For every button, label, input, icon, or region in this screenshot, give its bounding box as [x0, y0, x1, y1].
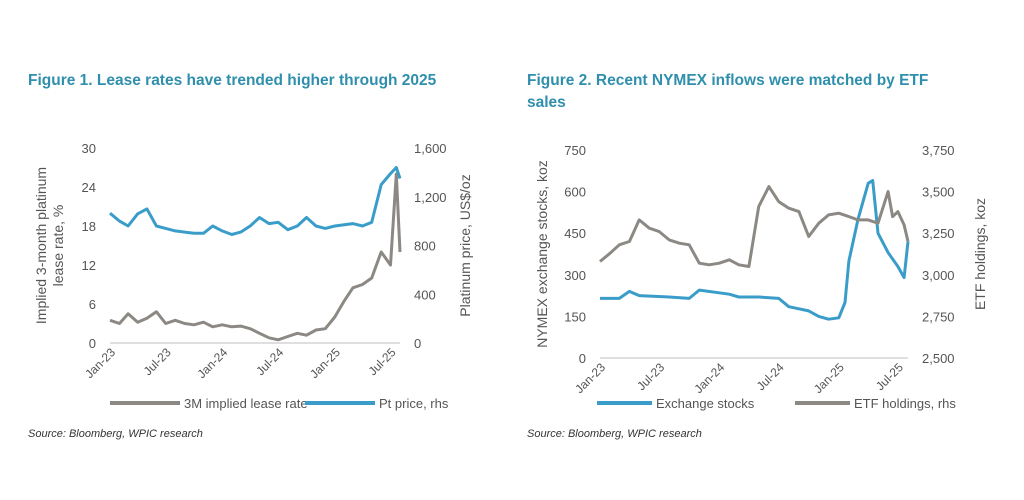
chart-2-x-tick-label: Jul-23: [634, 360, 667, 393]
chart-2-right-axis-label: ETF holdings, koz: [972, 198, 988, 310]
chart-1-x-tick-label: Jan-25: [307, 345, 343, 381]
chart-2-x-tick-label: Jan-24: [691, 360, 727, 396]
chart-2-legend-label: Exchange stocks: [656, 396, 755, 411]
chart-1-x-tick-label: Jul-25: [366, 345, 399, 378]
chart-1-x-tick-label: Jul-24: [253, 345, 286, 378]
chart-2-left-tick-label: 0: [579, 351, 586, 366]
chart-2-title-line-2: sales: [527, 94, 566, 111]
chart-1-legend-label: Pt price, rhs: [379, 396, 449, 411]
chart-2-right-tick-label: 3,500: [922, 185, 955, 200]
chart-2-right-tick-label: 2,750: [922, 309, 955, 324]
chart-1-left-tick-label: 12: [82, 258, 96, 273]
chart-1-title: Figure 1. Lease rates have trended highe…: [28, 72, 437, 89]
chart-2-right-tick-label: 3,000: [922, 268, 955, 283]
chart-2-plot: 0 150 300 450 600 750 2,500 2,750 3,000 3,250 3,50…: [534, 143, 988, 411]
chart-1-left-tick-label: 18: [82, 219, 96, 234]
chart-2-legend-label: ETF holdings, rhs: [854, 396, 956, 411]
chart-1-right-tick-label: 1,200: [414, 190, 447, 205]
chart-1-left-tick-label: 0: [89, 336, 96, 351]
chart-1-left-tick-label: 30: [82, 141, 96, 156]
chart-1-x-tick-label: Jul-23: [141, 345, 174, 378]
chart-2-title-line-1: Figure 2. Recent NYMEX inflows were matc…: [527, 72, 929, 89]
chart-2-legend-item-1: Exchange stocks: [597, 396, 755, 411]
chart-1-x-tick-label: Jan-23: [82, 345, 118, 381]
chart-1-right-axis-label: Platinum price, US$/oz: [457, 174, 473, 316]
chart-1-left-tick-label: 24: [82, 180, 96, 195]
chart-1-legend-label: 3M implied lease rate: [184, 396, 308, 411]
chart-2-left-tick-label: 600: [564, 185, 586, 200]
chart-1-left-axis-label: Implied 3-month platinumlease rate, %: [33, 167, 66, 324]
chart-2-x-tick-label: Jul-25: [873, 360, 906, 393]
chart-2-right-tick-label: 3,250: [922, 226, 955, 241]
chart-1-right-tick-label: 1,600: [414, 141, 447, 156]
chart-1-legend-item-1: 3M implied lease rate: [110, 396, 308, 411]
chart-1-left-tick-label: 6: [89, 297, 96, 312]
chart-1-source: Source: Bloomberg, WPIC research: [28, 428, 203, 440]
chart-1-series-1-line: [109, 172, 402, 342]
chart-2-series-1-line: [600, 179, 910, 321]
chart-1-right-tick-label: 0: [414, 336, 421, 351]
chart-2-left-tick-label: 300: [564, 268, 586, 283]
chart-1-legend-item-2: Pt price, rhs: [305, 396, 449, 411]
chart-2-x-tick-label: Jan-23: [572, 360, 608, 396]
chart-2-right-tick-label: 3,750: [922, 143, 955, 158]
chart-1-plot: 0 6 12 18 24 30 0 400 800 1,200 1,600 Jan-23 Jul-23 J…: [33, 141, 473, 411]
chart-2-right-tick-label: 2,500: [922, 351, 955, 366]
chart-2-left-tick-label: 450: [564, 226, 586, 241]
chart-2-x-tick-label: Jan-25: [811, 360, 847, 396]
chart-2-left-tick-label: 750: [564, 143, 586, 158]
chart-2-series-2-line: [599, 185, 910, 268]
chart-2-left-axis-label: NYMEX exchange stocks, koz: [534, 160, 550, 348]
chart-2-source: Source: Bloomberg, WPIC research: [527, 428, 702, 440]
chart-1-series-2-line: [109, 166, 402, 236]
chart-2-legend-item-2: ETF holdings, rhs: [795, 396, 956, 411]
chart-1-x-tick-label: Jan-24: [195, 345, 231, 381]
chart-2-title: Figure 2. Recent NYMEX inflows were matc…: [527, 70, 928, 114]
chart-2-x-tick-label: Jul-24: [754, 360, 787, 393]
chart-1-right-tick-label: 800: [414, 239, 436, 254]
chart-1-right-tick-label: 400: [414, 287, 436, 302]
chart-2-left-tick-label: 150: [564, 309, 586, 324]
